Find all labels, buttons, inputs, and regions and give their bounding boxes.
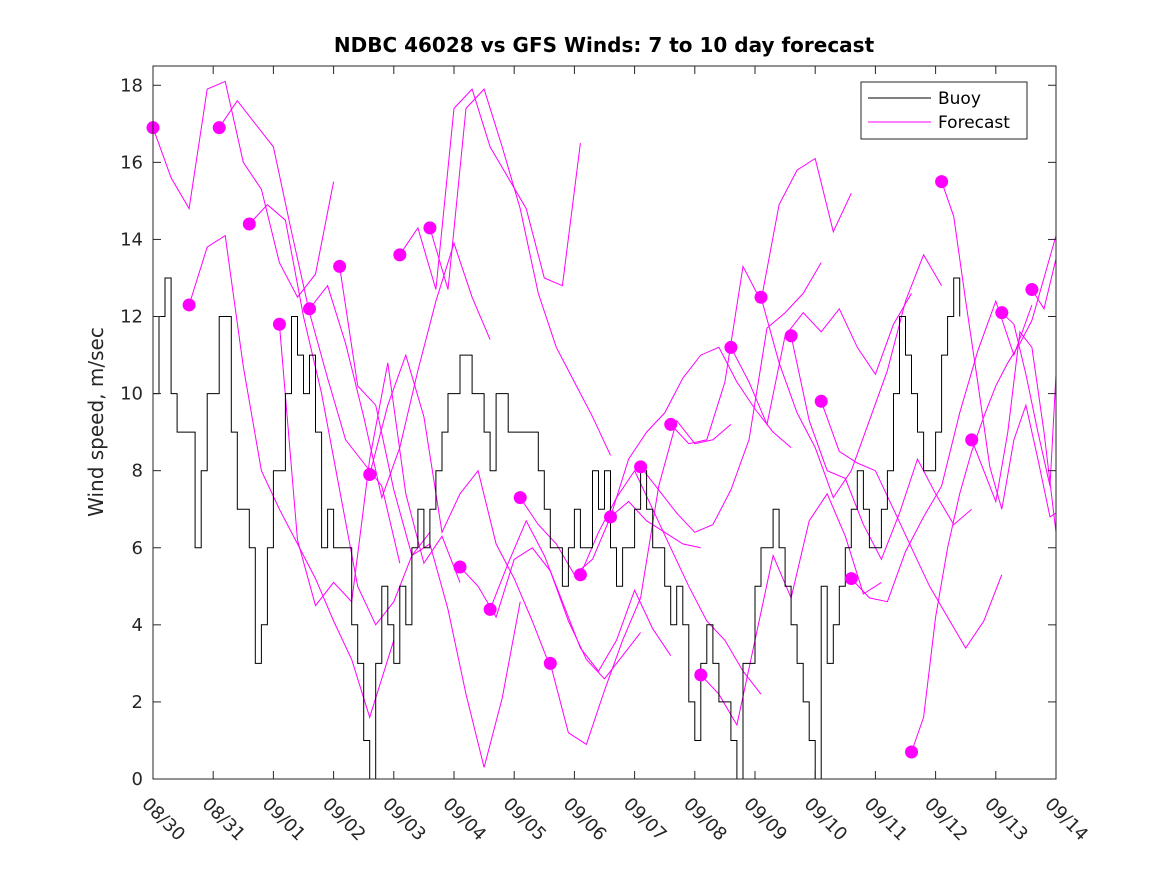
y-axis-ticks: 0 2 4 6 8 10 12 14 16 18 (120, 75, 1056, 790)
forecast-start-point (182, 298, 196, 312)
y-tick-label: 12 (120, 307, 143, 328)
forecast-line (278, 324, 461, 607)
forecast-start-markers (146, 121, 1039, 759)
forecast-line (610, 346, 792, 518)
buoy-series-group (153, 277, 961, 780)
y-tick-label: 6 (132, 538, 143, 559)
y-tick-label: 14 (120, 229, 143, 250)
y-tick-label: 10 (120, 384, 143, 405)
legend-forecast-label: Forecast (938, 113, 1010, 133)
forecast-series-group (152, 80, 1057, 768)
forecast-line (309, 241, 491, 500)
legend: Buoy Forecast (860, 81, 1028, 140)
y-tick-label: 2 (132, 692, 143, 713)
forecast-line (188, 234, 395, 719)
forecast-start-point (483, 602, 497, 616)
forecast-start-point (634, 460, 648, 474)
forecast-start-point (1025, 283, 1039, 297)
forecast-line (1001, 312, 1057, 487)
forecast-start-point (844, 572, 858, 586)
forecast-start-point (905, 745, 919, 759)
forecast-line (941, 181, 1057, 518)
forecast-start-point (393, 248, 407, 262)
forecast-start-point (513, 491, 527, 505)
forecast-line (640, 262, 822, 533)
plot-frame (152, 65, 1057, 780)
buoy-line (153, 277, 961, 780)
forecast-start-point (724, 340, 738, 354)
forecast-start-point (303, 302, 317, 316)
y-tick-label: 0 (132, 769, 143, 790)
y-tick-label: 8 (132, 461, 143, 482)
forecast-line (730, 293, 912, 427)
forecast-line (399, 88, 581, 290)
forecast-start-point (995, 306, 1009, 320)
forecast-line (911, 235, 1057, 753)
forecast-start-point (333, 259, 347, 273)
forecast-start-point (604, 510, 618, 524)
forecast-line (1031, 258, 1057, 311)
forecast-start-point (814, 394, 828, 408)
forecast-line (820, 401, 1003, 649)
forecast-start-point (664, 417, 678, 431)
y-tick-label: 16 (120, 152, 143, 173)
forecast-start-point (543, 656, 557, 670)
forecast-line (971, 330, 1057, 533)
forecast-start-point (754, 290, 768, 304)
forecast-start-point (272, 317, 286, 331)
forecast-line (760, 253, 943, 499)
forecast-line (152, 80, 335, 299)
forecast-start-point (212, 121, 226, 135)
y-axis-label: Wind speed, m/sec (84, 327, 108, 517)
chart-title: NDBC 46028 vs GFS Winds: 7 to 10 day for… (334, 33, 875, 57)
forecast-start-point (694, 668, 708, 682)
forecast-line (489, 519, 672, 672)
forecast-start-point (784, 329, 798, 343)
y-tick-label: 4 (132, 615, 143, 636)
forecast-start-point (363, 468, 377, 482)
forecast-line (369, 353, 551, 668)
forecast-start-point (453, 560, 467, 574)
forecast-line (429, 88, 611, 456)
forecast-line (549, 419, 732, 746)
plot-area (153, 66, 1056, 779)
forecast-start-point (573, 568, 587, 582)
forecast-start-point (423, 221, 437, 235)
forecast-start-point (242, 217, 256, 231)
legend-buoy-label: Buoy (938, 89, 981, 109)
y-tick-label: 18 (120, 75, 143, 96)
forecast-line (790, 335, 973, 561)
legend-box (860, 81, 1028, 140)
forecast-start-point (935, 175, 949, 189)
forecast-start-point (965, 433, 979, 447)
